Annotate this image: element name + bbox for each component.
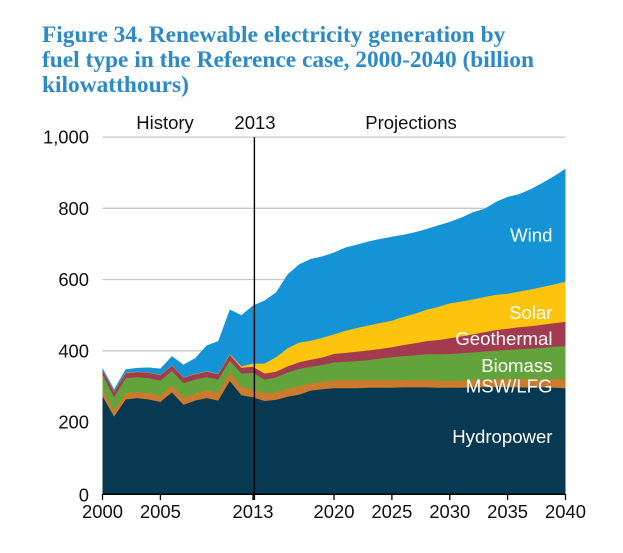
svg-text:Solar: Solar [509,302,552,323]
svg-text:400: 400 [58,340,89,361]
svg-text:2035: 2035 [487,501,528,522]
svg-text:History: History [136,112,194,133]
svg-text:2030: 2030 [429,501,470,522]
svg-text:200: 200 [58,412,89,433]
svg-text:2020: 2020 [314,501,355,522]
svg-text:2013: 2013 [233,501,274,522]
svg-text:2040: 2040 [545,501,586,522]
svg-text:Wind: Wind [510,225,552,246]
svg-text:2000: 2000 [82,501,123,522]
svg-text:0: 0 [79,485,89,506]
svg-text:Geothermal: Geothermal [455,328,552,349]
svg-text:600: 600 [58,269,89,290]
svg-text:Projections: Projections [365,112,457,133]
svg-text:2025: 2025 [371,501,412,522]
svg-text:Biomass: Biomass [481,355,552,376]
svg-text:Hydropower: Hydropower [452,426,552,447]
svg-text:1,000: 1,000 [43,127,89,148]
svg-text:800: 800 [58,198,89,219]
svg-text:MSW/LFG: MSW/LFG [466,376,553,397]
svg-text:2013: 2013 [234,112,275,133]
svg-text:2005: 2005 [140,501,181,522]
